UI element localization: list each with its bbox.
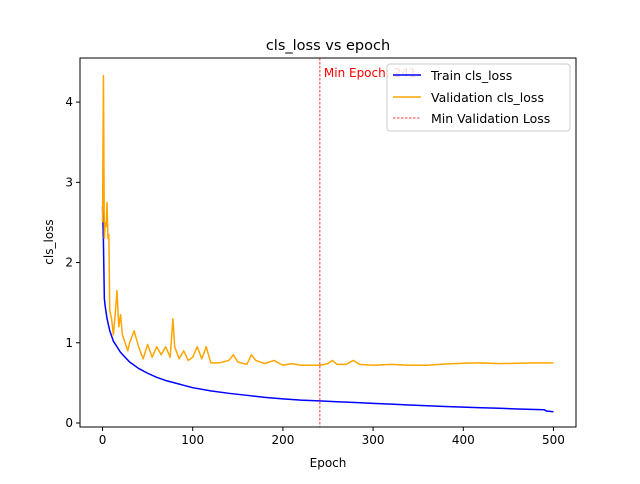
x-tick-label: 400 — [452, 433, 475, 447]
series-layer — [101, 58, 554, 427]
tick-layer: 0 100 200 300 400 500 0 1 2 3 4 — [65, 95, 565, 447]
x-tick-label: 0 — [99, 433, 107, 447]
y-axis-label: cls_loss — [42, 219, 56, 264]
train-loss-line — [101, 206, 554, 413]
y-tick-label: 2 — [65, 256, 73, 270]
x-tick-label: 100 — [181, 433, 204, 447]
x-axis-label: Epoch — [310, 456, 347, 470]
x-tick-label: 500 — [542, 433, 565, 447]
legend-box — [386, 63, 571, 132]
y-tick-label: 4 — [65, 95, 73, 109]
y-tick-label: 0 — [65, 416, 73, 430]
y-tick-label: 1 — [65, 336, 73, 350]
y-tick-label: 3 — [65, 175, 73, 189]
chart-title: cls_loss vs epoch — [266, 38, 390, 54]
validation-loss-line — [101, 74, 554, 366]
legend-min-label: Min Validation Loss — [431, 111, 550, 126]
legend: Train cls_loss Validation cls_loss Min V… — [386, 63, 571, 132]
axes-frame — [79, 57, 577, 428]
legend-train-label: Train cls_loss — [430, 68, 512, 83]
legend-validation-label: Validation cls_loss — [431, 90, 544, 105]
x-tick-label: 200 — [271, 433, 294, 447]
x-tick-label: 300 — [362, 433, 385, 447]
